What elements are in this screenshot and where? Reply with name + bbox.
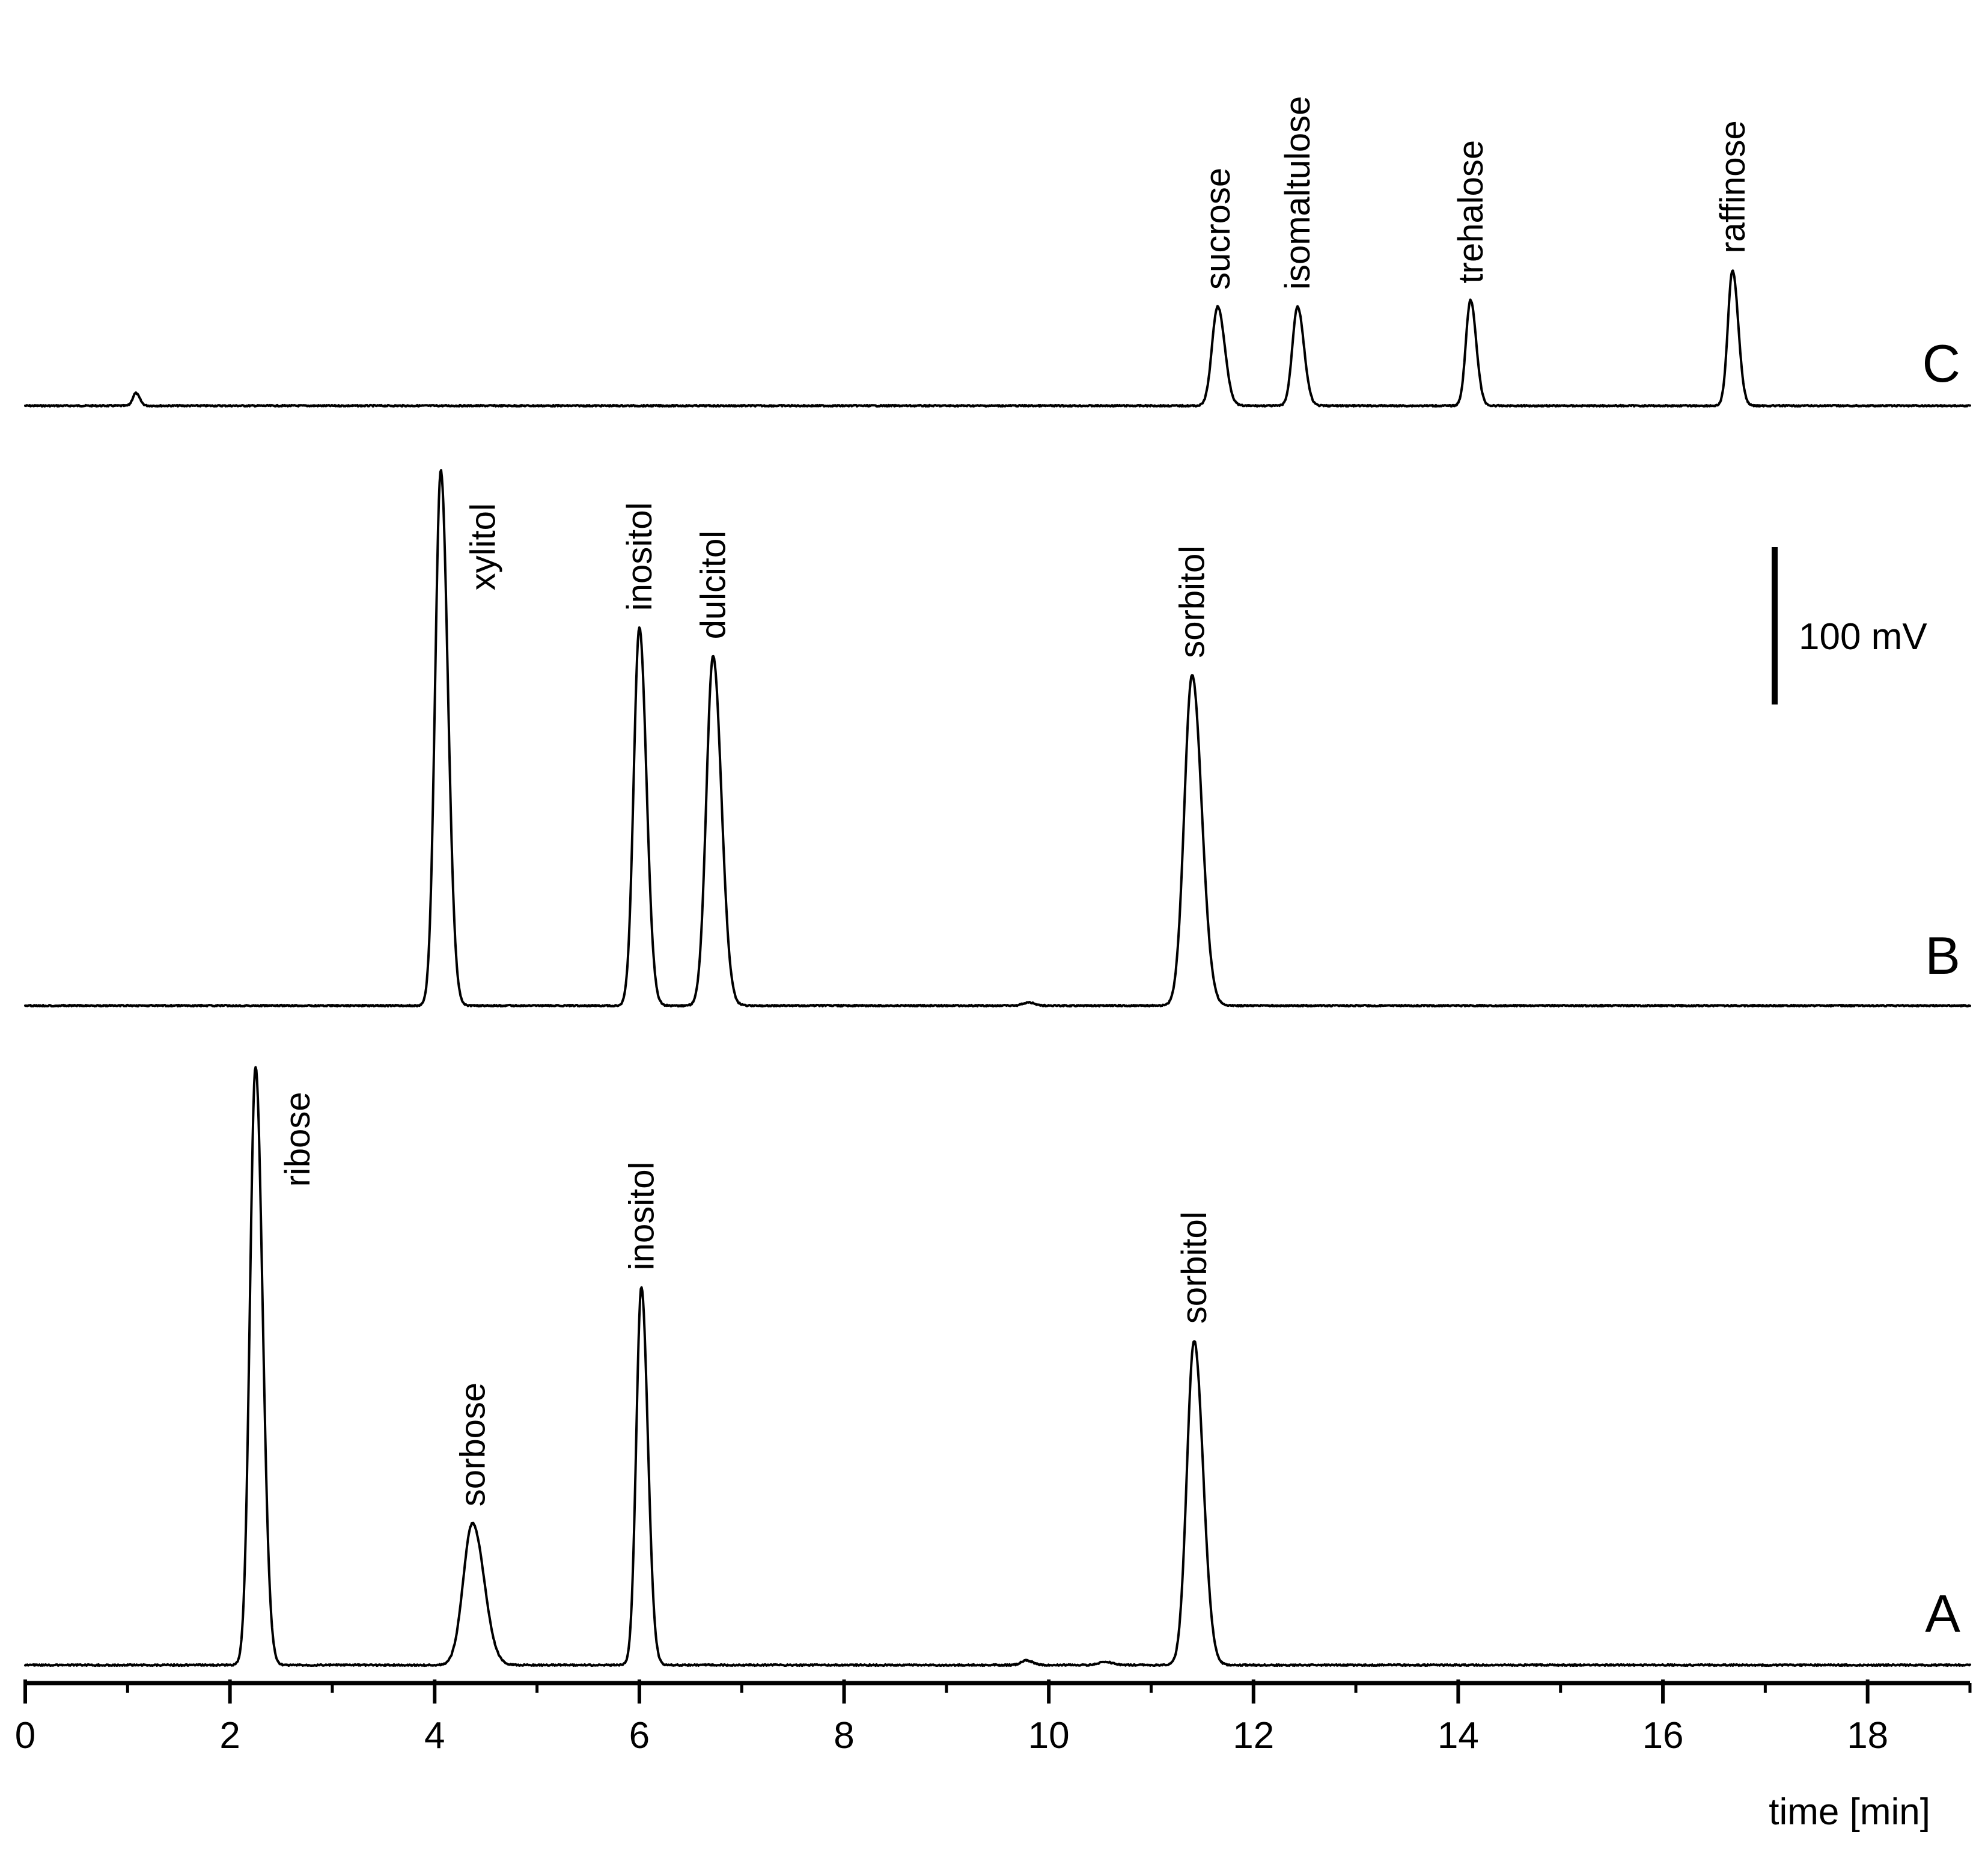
peak-labels-layer: sucrose isomaltulose trehalose raffinose xyl…	[278, 96, 1752, 1507]
peak-label: raffinose	[1713, 120, 1752, 253]
x-axis-title: time [min]	[1769, 1791, 1930, 1833]
x-tick-label: 8	[834, 1715, 854, 1756]
plot-area: sucrose isomaltulose trehalose raffinose xyl…	[24, 96, 1971, 1667]
peak-label: dulcitol	[694, 531, 733, 640]
trace-a	[24, 1066, 1971, 1667]
peak-label: xylitol	[463, 503, 502, 590]
peak-label: trehalose	[1451, 140, 1490, 284]
x-tick-label: 16	[1642, 1715, 1684, 1756]
peak-label: inositol	[622, 1162, 661, 1271]
x-axis-ticks	[23, 1679, 1972, 1704]
x-tick-label: 0	[15, 1715, 35, 1756]
peak-label: ribose	[278, 1092, 317, 1187]
scale-bar-label: 100 mV	[1799, 616, 1927, 658]
x-tick-label: 18	[1847, 1715, 1888, 1756]
x-axis-tick-labels: 0 2 4 6 8 10 12 14 16 18	[15, 1715, 1888, 1756]
scale-bar: 100 mV	[1772, 547, 1927, 704]
trace-c	[24, 269, 1971, 408]
peak-label: sorbose	[453, 1383, 492, 1506]
peak-label: sorbitol	[1175, 1211, 1214, 1324]
x-tick-label: 14	[1438, 1715, 1479, 1756]
trace-b	[24, 469, 1971, 1008]
x-tick-label: 12	[1233, 1715, 1274, 1756]
x-tick-label: 6	[629, 1715, 650, 1756]
trace-label-a: A	[1925, 1584, 1960, 1643]
trace-label-c: C	[1922, 334, 1960, 393]
peak-label: isomaltulose	[1278, 96, 1317, 290]
trace-label-b: B	[1925, 926, 1960, 985]
x-tick-label: 4	[424, 1715, 445, 1756]
x-tick-label: 2	[219, 1715, 240, 1756]
peak-label: inositol	[620, 503, 659, 611]
x-axis: 0 2 4 6 8 10 12 14 16 18 time [min]	[15, 1679, 1972, 1833]
peak-label: sorbitol	[1173, 546, 1212, 658]
peak-label: sucrose	[1198, 168, 1237, 290]
x-tick-label: 10	[1028, 1715, 1070, 1756]
traces-layer	[24, 269, 1971, 1667]
trace-labels-layer: C B A	[1922, 334, 1960, 1643]
